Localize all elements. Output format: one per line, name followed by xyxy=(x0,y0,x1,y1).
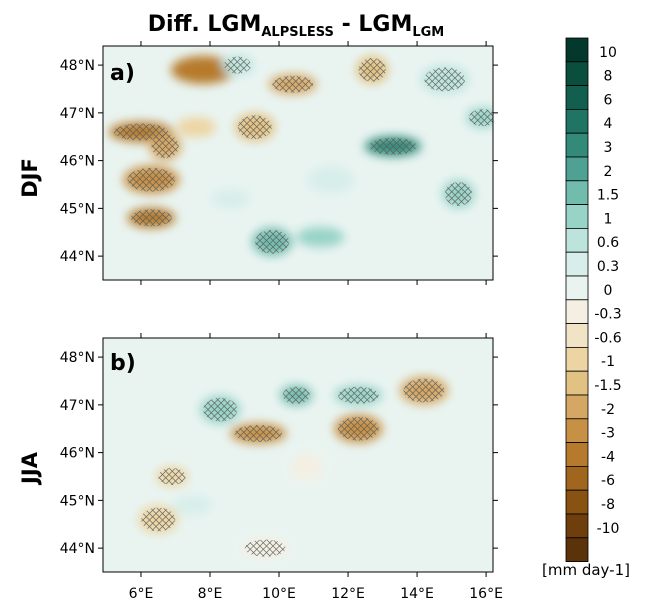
data-region xyxy=(172,495,213,516)
colorbar-label: 2 xyxy=(604,164,613,180)
significance-hatch xyxy=(158,467,186,485)
colorbar-label: -0.6 xyxy=(594,330,621,346)
colorbar-segment xyxy=(565,489,589,515)
significance-hatch xyxy=(282,386,310,404)
colorbar-label: -10 xyxy=(597,521,620,537)
colorbar-segment xyxy=(565,346,589,372)
significance-hatch xyxy=(358,57,386,82)
significance-hatch xyxy=(255,229,290,254)
panel-djf: 48°N 47°N 46°N 45°N 44°N a) DJF xyxy=(18,41,498,285)
colorbar-segment xyxy=(565,204,589,229)
significance-hatch xyxy=(151,134,179,159)
data-region xyxy=(290,452,323,481)
data-region xyxy=(306,165,355,194)
colorbar: 10 8 6 4 3 2 1.5 1 0.6 0.3 0 -0.3 -0.6 -1 -1.5 -2 -3 -4 -6… xyxy=(565,37,622,562)
y-tick-label: 44°N xyxy=(60,249,95,265)
row-label-jja: JJA xyxy=(18,451,42,486)
colorbar-label: -3 xyxy=(601,426,615,442)
colorbar-segment xyxy=(565,537,589,562)
colorbar-segment xyxy=(565,156,589,182)
significance-hatch xyxy=(469,109,493,127)
colorbar-label: -8 xyxy=(601,497,615,513)
colorbar-label: 10 xyxy=(599,45,617,61)
colorbar-segment xyxy=(565,132,589,158)
colorbar-segment xyxy=(565,251,589,277)
significance-hatch xyxy=(444,182,473,206)
panel-label-a: a) xyxy=(110,61,135,86)
x-tick-label: 6°E xyxy=(129,586,154,602)
colorbar-label: 0.6 xyxy=(597,235,619,251)
colorbar-segment xyxy=(565,465,589,491)
colorbar-segment xyxy=(565,394,589,420)
y-tick-label: 45°N xyxy=(60,493,95,509)
colorbar-segment xyxy=(565,299,589,324)
colorbar-segment xyxy=(565,323,589,348)
colorbar-label: -1 xyxy=(601,354,615,370)
colorbar-label: 4 xyxy=(604,116,613,132)
y-tick-label: 46°N xyxy=(60,154,95,170)
colorbar-segment xyxy=(565,227,589,253)
significance-hatch xyxy=(141,507,176,532)
significance-hatch xyxy=(403,378,445,403)
significance-hatch xyxy=(237,115,272,140)
colorbar-label: 8 xyxy=(604,69,613,85)
significance-hatch xyxy=(337,416,379,441)
data-region xyxy=(210,188,251,209)
colorbar-label: -6 xyxy=(601,473,615,489)
colorbar-label: 3 xyxy=(604,140,613,156)
y-tick-label: 48°N xyxy=(60,58,95,74)
data-region xyxy=(296,227,345,248)
colorbar-label: -2 xyxy=(601,402,615,418)
data-region xyxy=(176,117,217,138)
data-region xyxy=(171,55,236,84)
colorbar-unit: [mm day-1] xyxy=(542,561,630,579)
colorbar-segment xyxy=(565,418,589,443)
colorbar-label: -4 xyxy=(601,449,615,465)
y-tick-label: 45°N xyxy=(60,201,95,217)
significance-hatch xyxy=(337,386,379,404)
colorbar-segment xyxy=(565,85,589,110)
colorbar-segment xyxy=(565,109,589,134)
significance-hatch xyxy=(244,539,286,557)
significance-hatch xyxy=(424,67,466,92)
y-tick-label: 48°N xyxy=(60,350,95,366)
significance-hatch xyxy=(224,56,252,74)
significance-hatch xyxy=(234,425,283,443)
colorbar-label: -1.5 xyxy=(594,378,621,394)
x-tick-label: 14°E xyxy=(400,586,434,602)
y-tick-label: 47°N xyxy=(60,398,95,414)
colorbar-label: 0 xyxy=(604,283,613,299)
colorbar-label: -0.3 xyxy=(594,307,621,323)
y-tick-label: 44°N xyxy=(60,541,95,557)
colorbar-segment xyxy=(565,513,589,539)
colorbar-label: 1 xyxy=(604,211,613,227)
x-tick-label: 16°E xyxy=(469,586,503,602)
colorbar-label: 0.3 xyxy=(597,259,619,275)
x-tick-label: 12°E xyxy=(331,586,365,602)
x-tick-label: 10°E xyxy=(262,586,296,602)
significance-hatch xyxy=(113,123,169,141)
significance-hatch xyxy=(130,209,172,227)
significance-hatch xyxy=(127,167,176,192)
panel-jja: 6°E 8°E 10°E 12°E 14°E 16°E 48°N 47°N 46°N 45°N 44… xyxy=(18,333,503,602)
chart-title: Diff. LGMALPSLESS - LGMLGM xyxy=(148,12,444,40)
colorbar-segment xyxy=(565,370,589,396)
colorbar-label: 1.5 xyxy=(597,188,619,204)
colorbar-segment xyxy=(565,61,589,86)
y-tick-label: 46°N xyxy=(60,446,95,462)
colorbar-segment xyxy=(565,442,589,467)
y-tick-label: 47°N xyxy=(60,106,95,122)
colorbar-segment xyxy=(565,37,589,63)
row-label-djf: DJF xyxy=(18,158,42,198)
significance-hatch xyxy=(369,137,417,155)
significance-hatch xyxy=(203,397,238,422)
panel-label-b: b) xyxy=(110,351,136,376)
colorbar-segment xyxy=(565,275,589,301)
significance-hatch xyxy=(272,75,314,93)
colorbar-label: 6 xyxy=(604,92,613,108)
x-tick-label: 8°E xyxy=(198,586,223,602)
colorbar-segment xyxy=(565,180,589,206)
